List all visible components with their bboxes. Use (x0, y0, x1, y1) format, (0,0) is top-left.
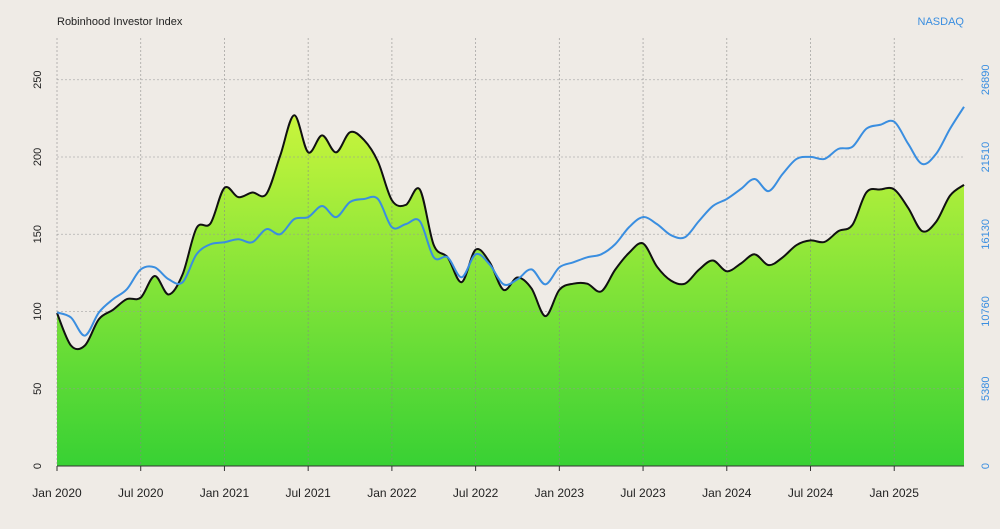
y2-tick-label: 0 (980, 463, 992, 469)
y2-title: NASDAQ (918, 16, 965, 28)
x-tick-label: Jan 2023 (535, 486, 585, 500)
x-tick-label: Jul 2021 (285, 486, 331, 500)
y2-tick-label: 5380 (980, 376, 992, 400)
x-tick-label: Jul 2020 (118, 486, 164, 500)
x-tick-label: Jul 2023 (620, 486, 666, 500)
y-tick-label: 50 (32, 383, 44, 395)
area (57, 115, 964, 467)
x-tick-label: Jan 2021 (200, 486, 250, 500)
x-tick-label: Jan 2025 (870, 486, 920, 500)
y-tick-label: 150 (32, 225, 44, 243)
y-tick-label: 100 (32, 302, 44, 320)
y2-tick-label: 16130 (980, 219, 992, 250)
y-tick-label: 0 (32, 463, 44, 469)
x-tick-label: Jan 2022 (367, 486, 417, 500)
x-tick-label: Jan 2020 (32, 486, 82, 500)
y2-tick-label: 10760 (980, 296, 992, 327)
y2-tick-label: 26890 (980, 64, 992, 95)
x-tick-label: Jul 2024 (788, 486, 834, 500)
chart-title: Robinhood Investor Index (57, 16, 183, 28)
line (56, 106, 965, 337)
x-tick-label: Jan 2024 (702, 486, 752, 500)
y2-tick-label: 21510 (980, 142, 992, 173)
y-tick-label: 250 (32, 71, 44, 89)
x-tick-label: Jul 2022 (453, 486, 499, 500)
y-tick-label: 200 (32, 148, 44, 166)
